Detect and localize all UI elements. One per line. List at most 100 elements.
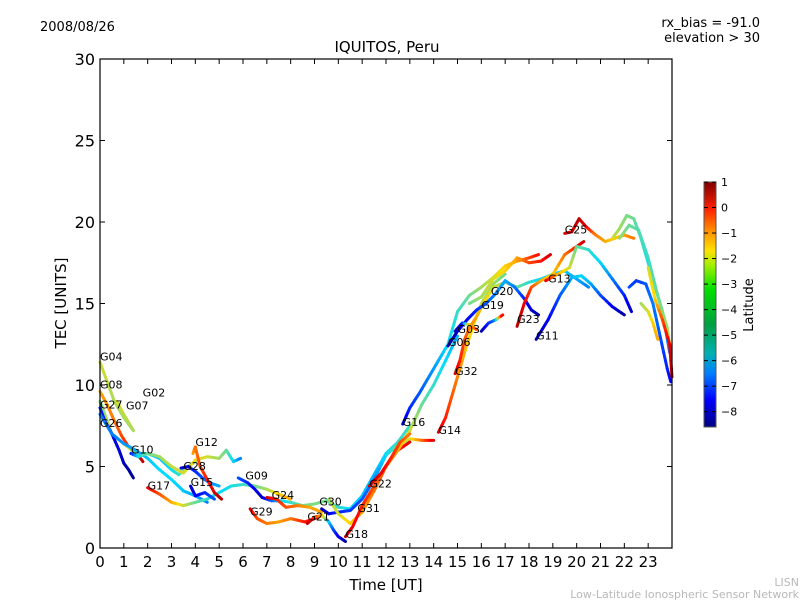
x-tick-label: 5: [214, 553, 224, 571]
series-g13: [544, 244, 633, 314]
x-tick-label: 17: [496, 553, 515, 571]
series-segment: [653, 284, 660, 297]
x-tick-label: 3: [167, 553, 177, 571]
colorbar-ticks: 1 0 −1 −2 −3 −4 −5 −6 −7 −8: [704, 176, 737, 419]
colorbar-tick-label: −8: [721, 406, 737, 419]
x-tick-label: 13: [400, 553, 419, 571]
satellite-label-g21: G21: [307, 510, 330, 523]
satellite-label-g14: G14: [438, 424, 461, 437]
colorbar-tick-label: −3: [721, 278, 737, 291]
satellite-label-g12: G12: [195, 436, 218, 449]
satellite-label-g22: G22: [369, 478, 392, 491]
series-segment: [629, 235, 636, 240]
series-g21: [305, 513, 347, 543]
series-segment: [500, 272, 507, 279]
x-tick-label: 12: [376, 553, 395, 571]
footer-org-short: LISN: [774, 576, 799, 589]
satellite-label-g32: G32: [455, 365, 478, 378]
series-g16: [401, 253, 541, 426]
series-g11: [534, 274, 626, 341]
x-tick-label: 11: [353, 553, 372, 571]
y-tick-label: 10: [75, 376, 95, 395]
satellite-label-g18: G18: [345, 528, 368, 541]
y-axis-label: TEC [UNITS]: [52, 258, 70, 350]
satellite-label-g28: G28: [183, 460, 206, 473]
series-g24: [265, 495, 324, 514]
x-tick-label: 16: [472, 553, 491, 571]
series-g12: [191, 445, 224, 501]
series-segment: [628, 306, 633, 314]
satellite-label-g26: G26: [100, 417, 123, 430]
x-tick-label: 9: [310, 553, 320, 571]
satellite-label-g17: G17: [148, 479, 171, 492]
series-g20: [467, 253, 552, 305]
satellite-label-g25: G25: [565, 223, 588, 236]
chart-title: IQUITOS, Peru: [334, 38, 439, 56]
series-segment: [237, 456, 243, 461]
series-segment: [534, 253, 541, 257]
satellite-label-g02: G02: [143, 386, 166, 399]
satellite-label-g27: G27: [100, 398, 123, 411]
satellite-label-g03: G03: [458, 323, 481, 336]
colorbar-tick-label: 0: [721, 202, 728, 215]
y-tick-label: 25: [75, 132, 95, 151]
x-tick-label: 6: [238, 553, 248, 571]
colorbar-tick-label: −6: [721, 355, 737, 368]
colorbar-label: Latitude: [742, 278, 757, 332]
series-segment: [473, 326, 479, 332]
y-tick-label: 15: [75, 295, 95, 314]
x-tick-label: 18: [519, 553, 538, 571]
series-segment: [499, 313, 505, 318]
series-segment: [535, 312, 541, 317]
x-tick-label: 14: [424, 553, 443, 571]
series-g14: [436, 272, 507, 434]
series-segment: [210, 495, 216, 501]
x-tick-label: 1: [119, 553, 129, 571]
y-tick-label: 0: [85, 539, 95, 558]
x-tick-label: 21: [591, 553, 610, 571]
series-g02b: [646, 266, 674, 379]
x-tick-label: 10: [329, 553, 348, 571]
series-segment: [655, 333, 660, 341]
y-tick-label: 5: [85, 458, 95, 477]
series-segment: [405, 440, 412, 446]
series-segment: [139, 457, 145, 464]
satellite-label-g19: G19: [481, 299, 504, 312]
series-segment: [215, 483, 221, 488]
series-segment: [584, 283, 591, 289]
series-segment: [646, 256, 653, 269]
satellite-label-g09: G09: [245, 470, 268, 483]
series-g09: [236, 424, 412, 511]
satellite-label-g31: G31: [357, 502, 380, 515]
series-layer: [98, 213, 674, 543]
colorbar-tick-label: −7: [721, 380, 737, 393]
satellite-label-g11: G11: [536, 329, 559, 342]
satellite-label-g23: G23: [517, 313, 540, 326]
series-g01: [618, 223, 673, 354]
series-segment: [546, 253, 552, 258]
satellite-label-g30: G30: [319, 496, 342, 509]
satellite-label-g24: G24: [272, 489, 295, 502]
x-axis-label: Time [UT]: [348, 576, 422, 594]
series-g23b: [639, 302, 660, 341]
series-segment: [130, 474, 135, 480]
satellite-label-g10: G10: [131, 443, 154, 456]
x-tick-label: 19: [543, 553, 562, 571]
satellite-label-g16: G16: [403, 416, 426, 429]
satellite-label-g04: G04: [100, 351, 123, 364]
colorbar-tick-label: −1: [721, 227, 737, 240]
series-segment: [651, 275, 657, 288]
series-g06: [446, 279, 541, 348]
x-tick-label: 2: [143, 553, 153, 571]
colorbar-tick-label: −2: [721, 253, 737, 266]
x-tick-label: 8: [286, 553, 296, 571]
series-g30: [320, 437, 436, 516]
series-segment: [286, 496, 293, 501]
series-segment: [405, 432, 412, 438]
colorbar-tick-label: 1: [721, 176, 728, 189]
series-g19: [479, 313, 505, 333]
x-tick-label: 22: [615, 553, 634, 571]
rx-bias-label: rx_bias = -91.0: [661, 16, 760, 31]
